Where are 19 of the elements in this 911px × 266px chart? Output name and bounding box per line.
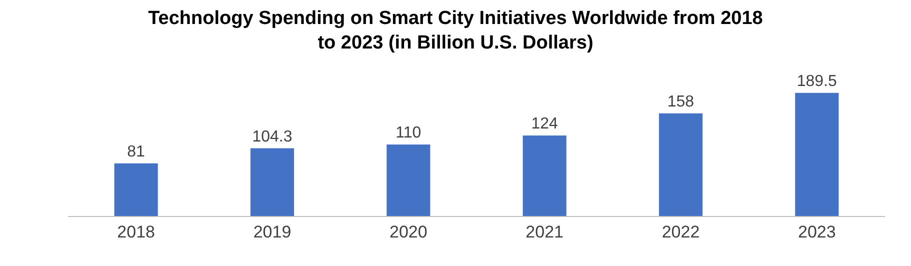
bar bbox=[386, 144, 430, 216]
x-tick-label: 2019 bbox=[253, 222, 292, 242]
data-label: 104.3 bbox=[252, 128, 292, 146]
x-tick-label: 2021 bbox=[526, 222, 564, 242]
bar bbox=[795, 92, 839, 216]
x-tick-label: 2018 bbox=[117, 222, 155, 242]
x-tick-label: 2022 bbox=[662, 222, 700, 242]
chart-title: Technology Spending on Smart City Initiatives Worldwide from 2018 to 2023 (in Billion U.S. Dollars) bbox=[148, 8, 763, 54]
x-tick-label: 2020 bbox=[390, 222, 428, 242]
data-label: 81 bbox=[127, 143, 146, 160]
x-tick-label: 2023 bbox=[798, 222, 836, 242]
data-label: 158 bbox=[667, 93, 694, 110]
data-label: 124 bbox=[531, 115, 558, 132]
bar bbox=[114, 163, 158, 216]
data-label: 110 bbox=[396, 124, 422, 142]
bar bbox=[522, 135, 566, 216]
data-label: 189.5 bbox=[796, 72, 837, 90]
bar bbox=[250, 148, 294, 216]
bar bbox=[658, 113, 703, 216]
